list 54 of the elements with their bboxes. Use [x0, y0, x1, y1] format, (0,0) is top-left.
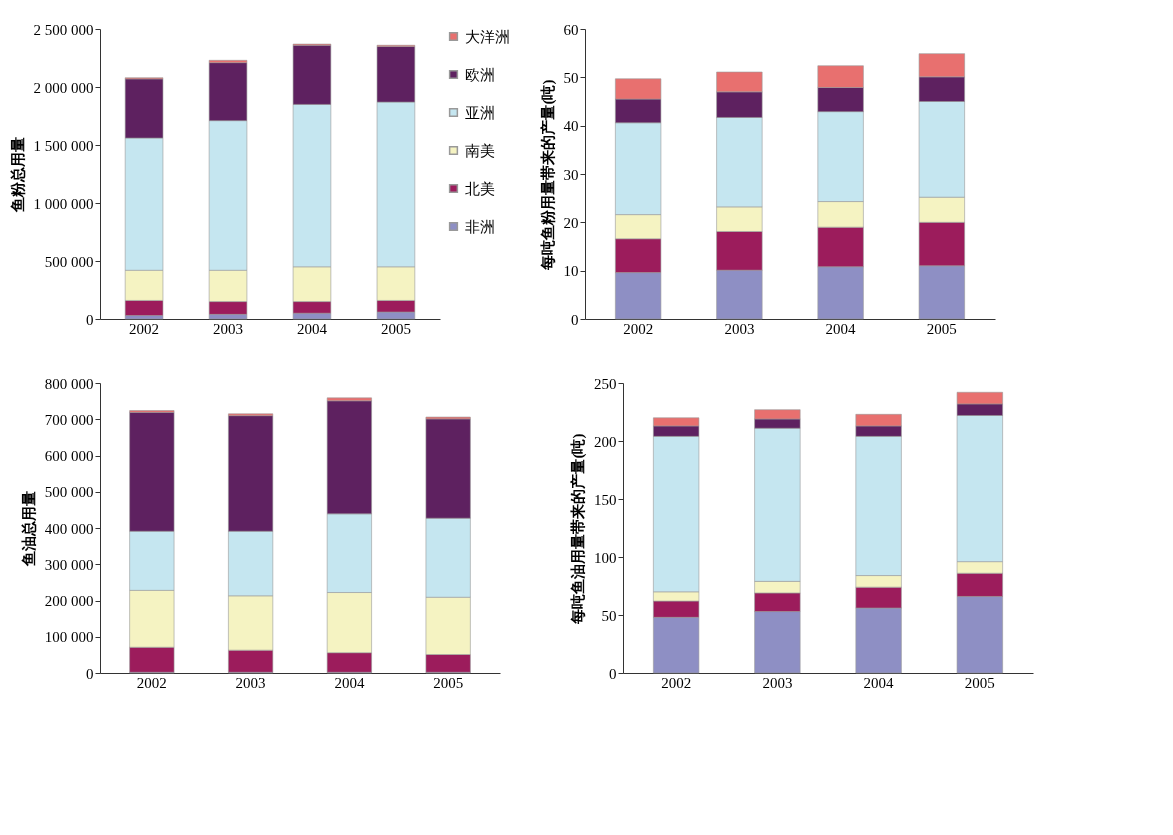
x-tick-label: 2003	[724, 320, 755, 337]
y-tick-label: 500 000	[44, 253, 94, 270]
y-tick-label: 60	[563, 21, 579, 38]
legend-label: 大洋洲	[465, 28, 510, 45]
y-tick-label: 0	[609, 665, 617, 682]
y-tick-label: 2 500 000	[33, 21, 94, 38]
x-tick-label: 2002	[136, 674, 167, 691]
y-tick-label: 600 000	[44, 448, 94, 464]
y-tick-label: 20	[563, 214, 579, 231]
y-tick-label: 0	[86, 665, 94, 682]
y-tick-label: 1 500 000	[33, 137, 94, 154]
x-tick-label: 2004	[334, 674, 365, 691]
legend-label: 北美	[465, 180, 495, 197]
y-axis-title: 每吨鱼油用量带来的产量(吨)	[570, 433, 587, 625]
y-tick-label: 100 000	[44, 629, 94, 646]
y-tick-label: 200	[594, 433, 617, 450]
x-tick-label: 2002	[661, 674, 692, 691]
y-tick-label: 700 000	[44, 411, 94, 428]
x-tick-label: 2004	[863, 674, 895, 691]
x-tick-label: 2005	[926, 320, 957, 337]
y-tick-label: 200 000	[44, 593, 94, 609]
x-tick-label: 2005	[433, 674, 464, 691]
y-tick-label: 40	[563, 118, 579, 135]
legend-label: 亚洲	[465, 104, 495, 121]
y-tick-label: 30	[563, 166, 579, 183]
y-axis-title: 鱼油总用量	[20, 491, 37, 567]
x-tick-label: 2003	[235, 674, 266, 691]
y-tick-label: 150	[594, 491, 617, 508]
legend-label: 欧洲	[465, 66, 495, 83]
y-tick-label: 800 000	[44, 375, 94, 392]
y-tick-label: 50	[563, 69, 579, 86]
x-tick-label: 2003	[762, 674, 793, 691]
y-tick-label: 10	[563, 263, 579, 280]
y-tick-label: 500 000	[44, 484, 94, 501]
y-tick-label: 2 000 000	[33, 79, 94, 96]
y-tick-label: 400 000	[44, 520, 94, 537]
y-tick-label: 300 000	[44, 556, 94, 573]
legend-label: 南美	[465, 142, 495, 159]
x-tick-label: 2002	[129, 320, 160, 337]
y-axis-title: 鱼粉总用量	[9, 137, 26, 213]
x-tick-label: 2004	[825, 320, 857, 337]
y-tick-label: 50	[601, 607, 617, 624]
y-tick-label: 250	[594, 375, 617, 392]
x-tick-label: 2005	[380, 320, 411, 337]
x-tick-label: 2004	[296, 320, 328, 337]
x-tick-label: 2002	[623, 320, 654, 337]
x-tick-label: 2003	[213, 320, 244, 337]
y-tick-label: 100	[594, 549, 617, 566]
y-tick-label: 1 000 000	[33, 195, 94, 212]
y-axis-title: 每吨鱼粉用量带来的产量(吨)	[539, 79, 557, 271]
y-tick-label: 0	[571, 311, 579, 328]
x-tick-label: 2005	[964, 674, 995, 691]
legend-label: 非洲	[465, 218, 495, 235]
y-tick-label: 0	[86, 311, 94, 328]
